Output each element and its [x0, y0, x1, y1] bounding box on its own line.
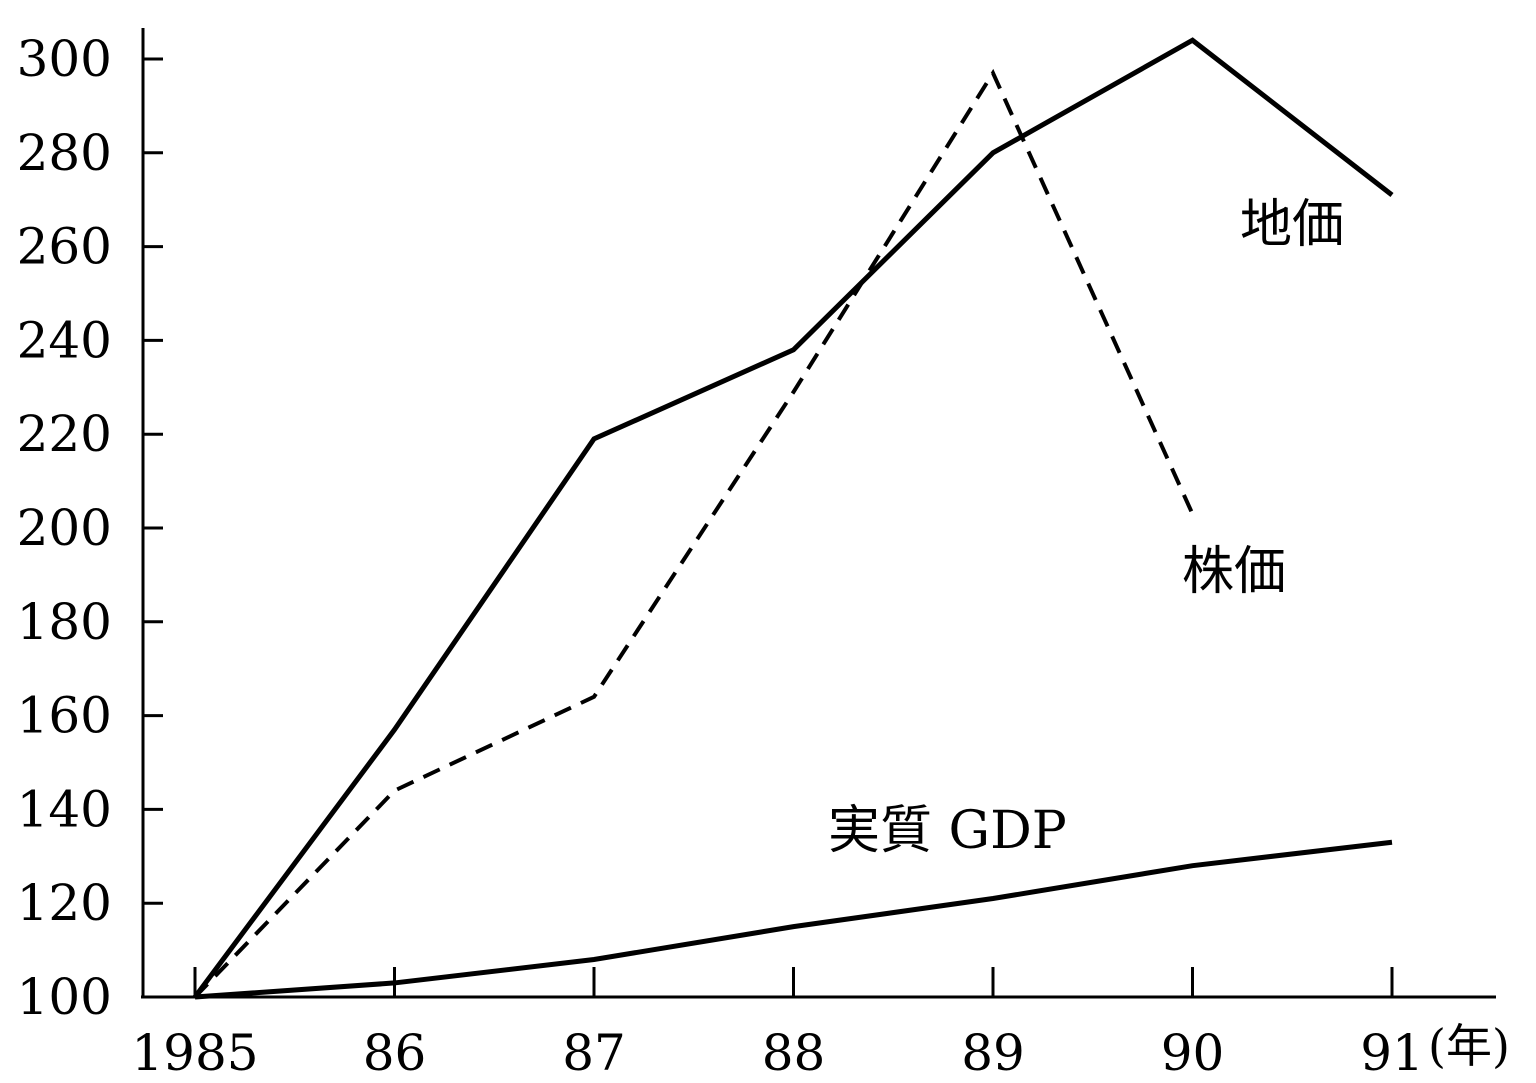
y-axis-ticks: 100 120 140 160 180 200 220 240 260 280 300	[17, 30, 163, 1026]
x-tick-label: 86	[363, 1024, 427, 1082]
series-line-stock-price	[193, 68, 1195, 999]
x-tick-label: 87	[562, 1024, 626, 1082]
y-tick-label: 120	[17, 874, 112, 932]
y-tick-label: 180	[17, 593, 112, 651]
x-tick-label: 88	[762, 1024, 826, 1082]
series-layer	[192, 37, 1394, 1000]
series-label-stock-price: 株価	[1182, 542, 1286, 602]
y-tick-label: 300	[17, 30, 112, 88]
y-tick-label: 100	[17, 968, 112, 1026]
y-tick-label: 140	[17, 780, 112, 838]
y-tick-label: 160	[17, 687, 112, 745]
x-tick-label: 90	[1161, 1024, 1225, 1082]
series-line-land-price	[192, 37, 1394, 999]
y-tick-label: 280	[17, 124, 112, 182]
y-tick-label: 200	[17, 499, 112, 557]
x-axis-ticks: 1985 86 87 88 89 90 91	[131, 967, 1424, 1082]
series-line-real-gdp	[194, 839, 1393, 1000]
y-tick-label: 220	[17, 405, 112, 463]
y-tick-label: 260	[17, 218, 112, 276]
x-axis-unit-label: (年)	[1428, 1019, 1510, 1073]
x-tick-label: 91	[1360, 1024, 1424, 1082]
series-label-land-price: 地価	[1240, 195, 1344, 255]
x-tick-label: 89	[961, 1024, 1025, 1082]
y-tick-label: 240	[17, 311, 112, 369]
series-label-real-gdp: 実質 GDP	[828, 801, 1067, 861]
x-tick-label: 1985	[131, 1024, 258, 1082]
